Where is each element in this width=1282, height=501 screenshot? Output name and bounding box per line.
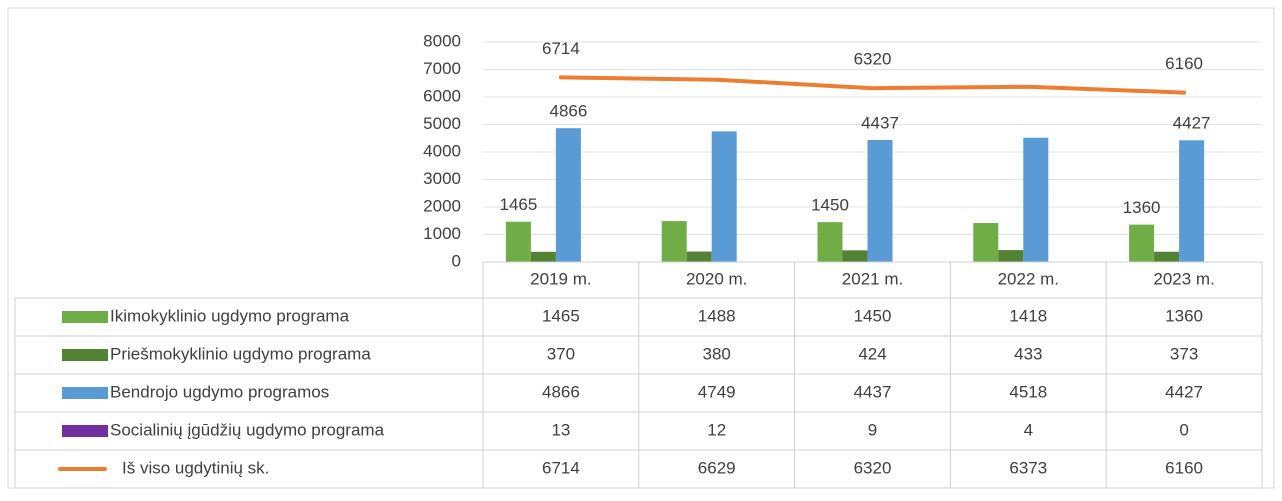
table-value: 433	[1014, 344, 1042, 363]
table-value: 370	[547, 344, 575, 363]
table-value: 12	[707, 420, 726, 439]
table-value: 6629	[698, 458, 736, 477]
bar	[556, 128, 581, 262]
table-value: 4437	[854, 382, 892, 401]
data-label: 4866	[549, 102, 587, 121]
data-label: 4437	[861, 113, 899, 132]
x-tick-label: 2022 m.	[998, 269, 1059, 288]
data-label: 6320	[854, 50, 892, 69]
y-tick-label: 4000	[423, 141, 461, 160]
table-value: 1360	[1165, 306, 1203, 325]
table-value: 0	[1179, 420, 1188, 439]
table-value: 1418	[1009, 306, 1047, 325]
legend-label: Bendrojo ugdymo programos	[110, 382, 329, 401]
legend-key	[62, 425, 108, 437]
x-tick-label: 2023 m.	[1153, 269, 1214, 288]
legend-label: Priešmokyklinio ugdymo programa	[110, 344, 371, 363]
table-value: 4866	[542, 382, 580, 401]
table-value: 1488	[698, 306, 736, 325]
table-value: 4749	[698, 382, 736, 401]
table-value: 4	[1024, 420, 1033, 439]
data-label: 6160	[1165, 54, 1203, 73]
x-tick-label: 2020 m.	[686, 269, 747, 288]
table-value: 6320	[854, 458, 892, 477]
data-label: 1360	[1123, 198, 1161, 217]
bar	[998, 250, 1023, 262]
table-value: 6160	[1165, 458, 1203, 477]
table-value: 373	[1170, 344, 1198, 363]
table-value: 9	[868, 420, 877, 439]
table-value: 4518	[1009, 382, 1047, 401]
bar	[712, 131, 737, 262]
x-tick-label: 2019 m.	[530, 269, 591, 288]
legend-label: Iš viso ugdytinių sk.	[122, 458, 269, 477]
table-value: 13	[551, 420, 570, 439]
bar	[1179, 140, 1204, 262]
legend-label: Socialinių įgūdžių ugdymo programa	[110, 420, 385, 439]
bar	[1154, 252, 1179, 262]
table-value: 1465	[542, 306, 580, 325]
y-tick-label: 6000	[423, 86, 461, 105]
y-tick-label: 1000	[423, 224, 461, 243]
bar	[843, 250, 868, 262]
bar	[973, 223, 998, 262]
legend-key	[62, 311, 108, 323]
table-value: 1450	[854, 306, 892, 325]
data-label: 1450	[811, 196, 849, 215]
bar	[531, 252, 556, 262]
legend-label: Ikimokyklinio ugdymo programa	[110, 306, 350, 325]
bar	[687, 252, 712, 262]
y-tick-label: 7000	[423, 59, 461, 78]
bar	[506, 222, 531, 262]
x-tick-label: 2021 m.	[842, 269, 903, 288]
legend-key	[62, 387, 108, 399]
y-tick-label: 5000	[423, 114, 461, 133]
data-label: 1465	[499, 195, 537, 214]
y-tick-label: 0	[452, 251, 461, 270]
bar	[818, 222, 843, 262]
table-value: 424	[858, 344, 886, 363]
table-value: 6373	[1009, 458, 1047, 477]
bar	[1129, 225, 1154, 262]
bar	[662, 221, 687, 262]
table-value: 380	[703, 344, 731, 363]
bar	[1023, 138, 1048, 262]
y-tick-label: 8000	[423, 31, 461, 50]
data-label: 6714	[542, 39, 580, 58]
y-tick-label: 3000	[423, 169, 461, 188]
y-tick-label: 2000	[423, 196, 461, 215]
legend-key	[62, 349, 108, 361]
table-value: 4427	[1165, 382, 1203, 401]
data-label: 4427	[1173, 114, 1211, 133]
table-value: 6714	[542, 458, 580, 477]
bar	[868, 140, 893, 262]
